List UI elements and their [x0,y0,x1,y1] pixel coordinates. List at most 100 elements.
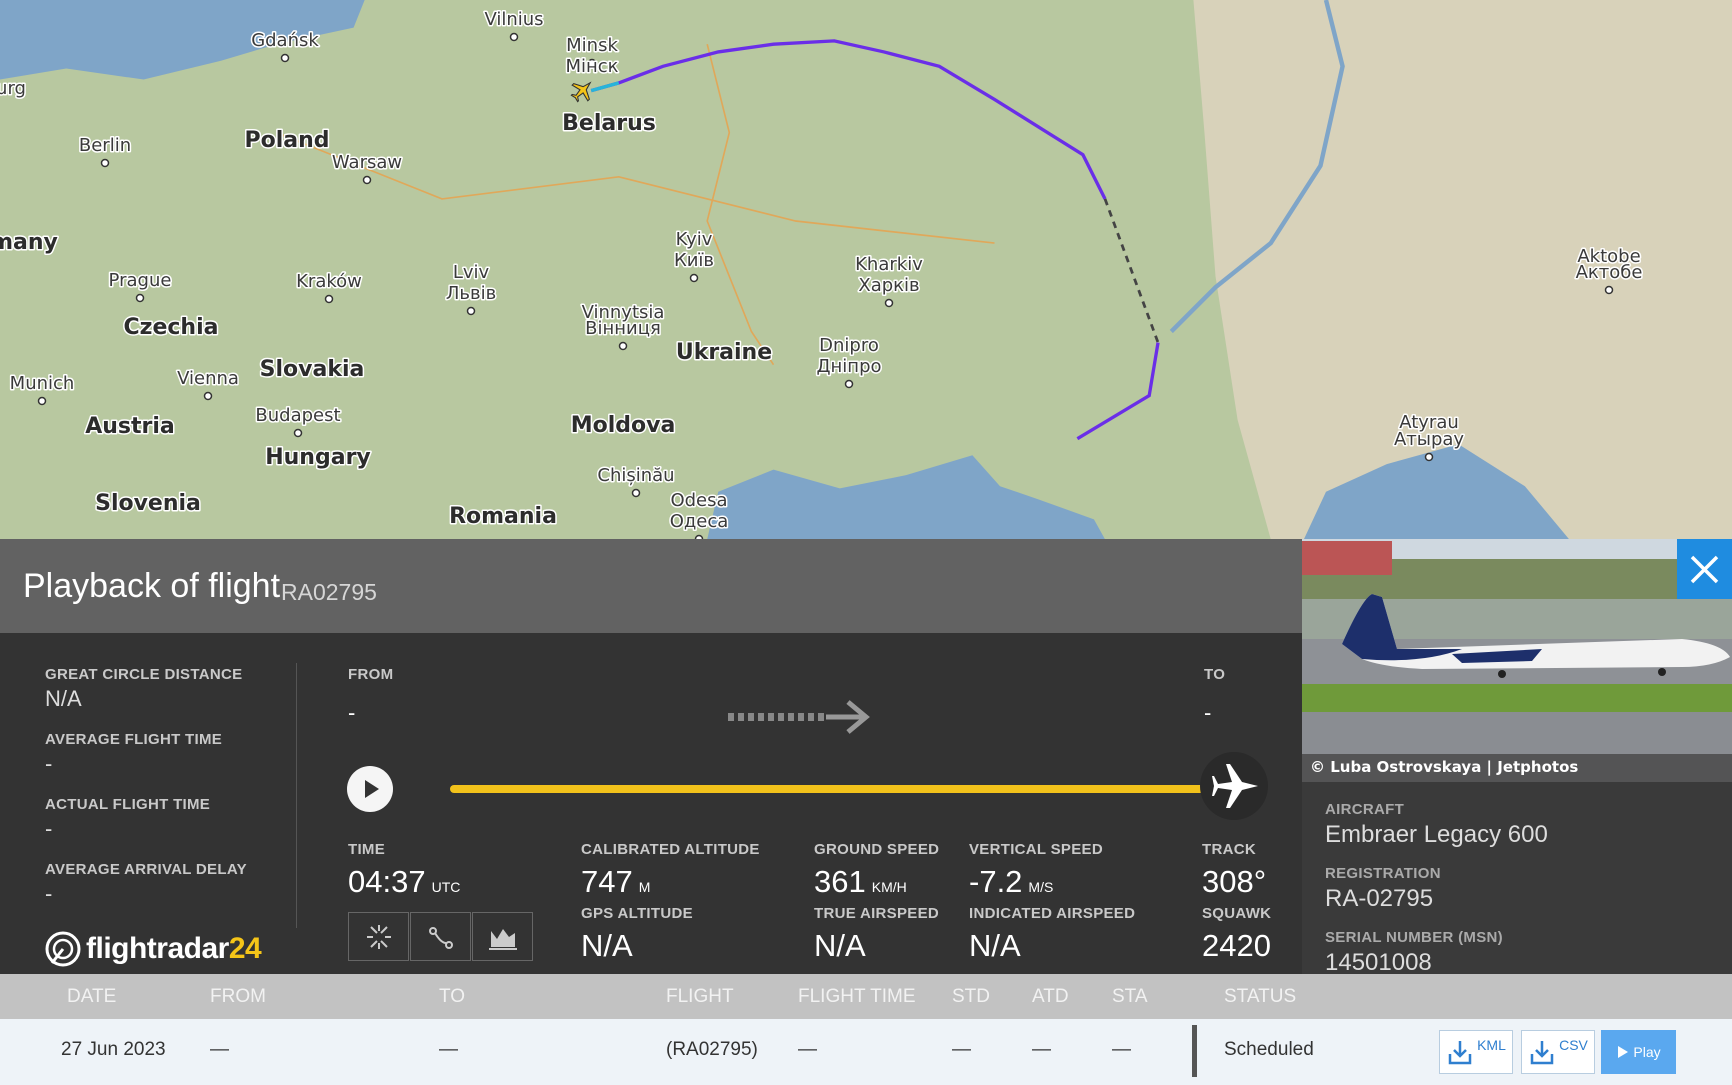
city-dot [587,58,597,68]
column-header: STD [952,986,990,1007]
tool-button[interactable] [348,912,409,961]
progress-bar [450,785,1220,793]
column-header: TO [439,986,466,1007]
stat-number: 308° [1202,864,1267,899]
stat-value: -7.2 M/S [969,864,1053,900]
country-label: Hungary [265,445,371,470]
progress-plane[interactable] [1200,752,1268,820]
stat-value: 747 M [581,864,650,900]
city-label: Київ [674,250,714,271]
stat-unit: M [638,879,651,895]
city-label: Vinnytsia [582,302,665,323]
aircraft-label: SERIAL NUMBER (MSN) [1325,929,1503,946]
stat-label: GROUND SPEED [814,841,940,858]
city-dot [100,158,110,168]
table-cell: — [1112,1039,1131,1060]
country-label: Ukraine [676,340,772,365]
status-divider [1192,1025,1197,1077]
download-button[interactable]: KML [1439,1030,1513,1074]
city-dot [1424,452,1434,462]
column-header: FLIGHT [666,986,734,1007]
photo-credit: © Luba Ostrovskaya | Jetphotos [1310,758,1578,777]
column-header: ATD [1032,986,1069,1007]
caspian-sea [1303,444,1570,540]
city-label: Berlin [79,135,131,156]
aircraft-label: AIRCRAFT [1325,801,1405,818]
button-label: Play [1633,1044,1661,1060]
map-shapes [0,0,1732,540]
route-arrow [726,698,872,741]
summary-value: N/A [45,686,82,711]
city-label: Kraków [296,271,362,292]
baltic-sea [0,0,365,80]
summary-label: ACTUAL FLIGHT TIME [45,796,211,813]
close-button[interactable] [1677,539,1732,599]
city-dot [631,488,641,498]
play-button[interactable] [347,766,393,812]
from-label: FROM [348,666,394,683]
river [1169,0,1345,334]
city-label: Gdańsk [251,30,319,51]
city-label: Kharkiv [855,254,923,275]
stat-label: TIME [348,841,386,858]
stat-unit: M/S [1028,879,1054,895]
column-header: STA [1112,986,1148,1007]
city-label: Minsk [566,35,618,56]
city-dot [1604,285,1614,295]
table-header [0,974,1732,1019]
table-cell: — [1032,1039,1051,1060]
stat-number: N/A [969,928,1021,963]
city-label: Aktobe [1577,246,1640,267]
playback-panel [0,633,1302,974]
flight-track [1076,342,1160,441]
download-button[interactable]: CSV [1521,1030,1595,1074]
flight-track-start [590,81,620,93]
city-label: Львів [446,283,496,304]
play-flight-button[interactable]: Play [1601,1030,1676,1074]
button-label: KML [1477,1037,1506,1053]
city-label: Vienna [177,368,239,389]
tool-button[interactable] [410,912,471,961]
city-dot [293,428,303,438]
city-label: Warsaw [332,152,402,173]
playback-title: Playback of flight [23,567,281,605]
button-label: CSV [1559,1037,1588,1053]
summary-value: - [45,816,53,841]
stat-number: 2420 [1202,928,1271,963]
city-label: Budapest [255,405,340,426]
stat-value: 308° [1202,864,1266,900]
city-dot [280,53,290,63]
stat-number: -7.2 [969,864,1023,899]
country-label: Poland [244,128,329,153]
road [706,43,775,366]
city-dot [689,273,699,283]
summary-value: - [45,881,53,906]
table-cell: 27 Jun 2023 [61,1039,166,1060]
city-label: Атырау [1394,429,1464,450]
country-label: Moldova [571,413,676,438]
stat-label: INDICATED AIRSPEED [969,905,1136,922]
city-dot [203,391,213,401]
column-header: DATE [67,986,117,1007]
table-cell: — [439,1039,458,1060]
aircraft-marker[interactable] [567,75,598,106]
country-label: Czechia [124,315,219,340]
city-label: Харків [858,275,919,296]
stat-value: 04:37 UTC [348,864,460,900]
to-label: TO [1204,666,1226,683]
city-dot [135,293,145,303]
tool-button[interactable] [472,912,533,961]
city-dot [324,294,334,304]
stat-number: 04:37 [348,864,426,899]
city-dot [844,379,854,389]
city-label: Lviv [453,262,490,283]
playback-header: Playback of flight RA02795 [0,539,1302,633]
road [275,131,995,244]
column-header: STATUS [1224,986,1297,1007]
estimated-track [1103,198,1160,344]
city-label: Актобе [1576,262,1643,283]
summary-label: AVERAGE FLIGHT TIME [45,731,223,748]
city-label: Odesa [670,490,727,511]
divider [296,663,297,928]
